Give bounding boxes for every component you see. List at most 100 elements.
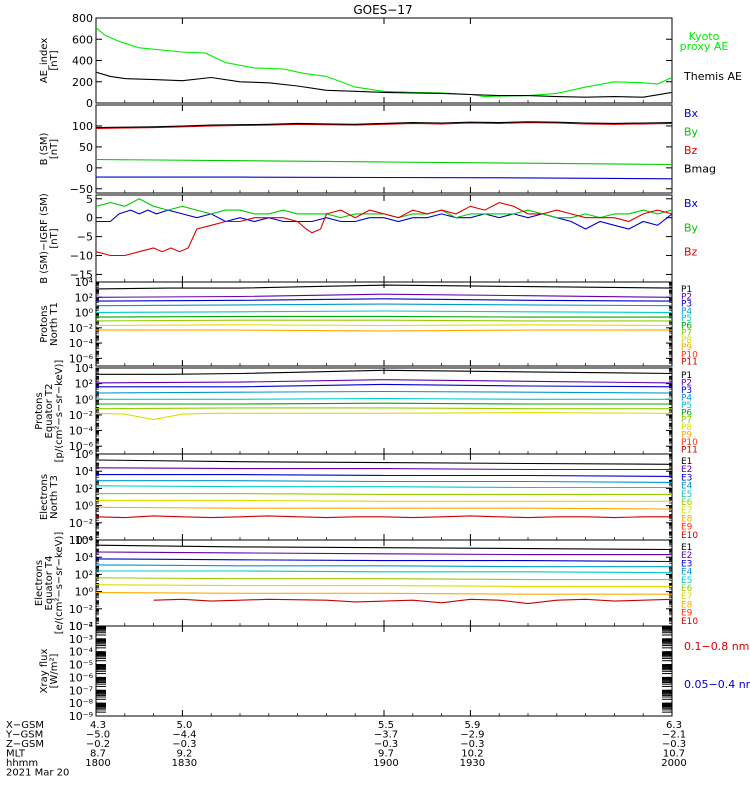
x-table-value: 1800 (85, 758, 110, 769)
series-line-bigrf-bx (96, 209, 672, 230)
series-line-en-e2 (96, 467, 672, 471)
y-tick-label: 10⁴ (75, 551, 94, 564)
series-line-bsm-bx (96, 176, 672, 180)
panel-frame (95, 625, 673, 717)
legend-label: Bz (684, 246, 698, 259)
x-table-value: −0.3 (460, 739, 484, 750)
legend-label: P3 (681, 386, 692, 396)
y-tick-label: 10² (75, 291, 93, 304)
series-line-en-e5 (96, 485, 672, 489)
y-tick-label: 10⁻⁸ (69, 697, 94, 710)
y-tick-label: 10⁻² (69, 603, 93, 616)
legend-label: P9 (681, 431, 692, 441)
y-axis-label: North T3 (49, 475, 60, 519)
y-tick-label: 10⁶ (75, 534, 94, 547)
x-table-value: 5.9 (464, 720, 480, 731)
series-line-ee-e2 (96, 551, 672, 556)
x-table-value: −4.4 (172, 730, 196, 741)
legend-label: E1 (681, 457, 692, 467)
legend-label: P7 (681, 329, 692, 339)
y-tick-label: 10⁻⁴ (69, 620, 94, 633)
y-tick-label: 200 (72, 76, 93, 89)
legend-label: Bz (684, 144, 698, 157)
panel-frame (95, 367, 673, 455)
legend-label: E6 (681, 584, 693, 594)
y-tick-label: 400 (72, 55, 93, 68)
y-tick-label: 10⁴ (75, 276, 94, 289)
y-tick-label: 10⁴ (75, 362, 94, 375)
legend-label: E7 (681, 506, 692, 516)
x-table-row-label: Y−GSM (5, 730, 43, 741)
x-table-value: 4.3 (90, 720, 106, 731)
legend-label: E1 (681, 543, 692, 553)
panel-frame (95, 17, 673, 104)
legend-label: P2 (681, 378, 692, 388)
legend-label: P1 (681, 285, 692, 295)
x-table-value: −0.3 (662, 739, 686, 750)
x-table-value: 9.7 (378, 749, 394, 760)
legend-label: P11 (681, 358, 698, 368)
y-tick-label: 10⁻³ (69, 633, 93, 646)
y-axis-label: Protons (39, 305, 50, 342)
y-tick-label: 10⁻⁷ (69, 684, 93, 697)
y-tick-label: 10⁻⁵ (69, 659, 93, 672)
y-axis-label: [nT] (49, 139, 60, 159)
panel-frame (95, 194, 673, 283)
y-tick-label: 10⁻² (69, 620, 93, 633)
legend-label: P4 (681, 393, 692, 403)
series-line-ee-e4 (96, 564, 672, 568)
series-line-en-e8 (96, 506, 672, 510)
series-line-pe-p3 (96, 383, 672, 388)
x-table-value: 8.7 (90, 749, 106, 760)
x-table-value: −5.0 (86, 730, 110, 741)
series-line-ee-e3 (96, 558, 672, 563)
legend-label: Kyoto (689, 30, 720, 43)
series-line-pe-p7 (96, 407, 672, 410)
series-line-pe-p1 (96, 369, 672, 375)
series-line-pn-p7 (96, 319, 672, 322)
y-tick-label: 10⁰ (75, 586, 94, 599)
series-line-ae-kyoto-proxy-ae (96, 27, 672, 98)
legend-label: Bx (684, 197, 699, 210)
legend-label: P8 (681, 336, 692, 346)
y-tick-label: −10 (70, 250, 93, 263)
legend-label: 0.1−0.8 nm (684, 640, 749, 653)
x-table-row-label: hhmm (6, 758, 38, 769)
y-axis-label: [nT] (49, 50, 60, 70)
y-tick-label: 10² (75, 482, 93, 495)
series-line-en-e3 (96, 474, 672, 477)
legend-label: P6 (681, 321, 692, 331)
legend-label: By (684, 126, 699, 139)
x-table-value: 1900 (373, 758, 398, 769)
y-tick-label: 10⁻⁶ (69, 671, 94, 684)
series-line-pn-p2 (96, 293, 672, 298)
y-axis-label: Protons (34, 392, 45, 429)
panel-pe: 10⁻⁶ 10⁻⁴ 10⁻² 10⁰ 10² 10⁴ Protons Equator T2 [p… (34, 360, 698, 463)
x-table-value: 1930 (460, 758, 485, 769)
y-tick-label: 10⁻⁴ (69, 534, 94, 547)
y-tick-label: −15 (70, 268, 93, 281)
y-tick-label: 10⁻² (69, 322, 93, 335)
x-table-value: 2000 (661, 758, 686, 769)
x-table-value: −0.3 (172, 739, 196, 750)
x-table-row-label: MLT (6, 749, 26, 760)
series-line-ee-e6 (96, 577, 672, 581)
legend-label: E3 (681, 559, 692, 569)
x-table-value: 10.2 (461, 749, 483, 760)
x-table-value: −2.1 (662, 730, 686, 741)
series-line-en-e9 (96, 515, 672, 519)
series-line-bsm-bz (96, 122, 672, 130)
legend-label: P11 (681, 446, 698, 456)
series-line-ae-themis-ae (96, 71, 672, 98)
y-axis-label: [W/m²] (49, 653, 60, 688)
y-tick-label: 600 (72, 33, 93, 46)
legend-label: E8 (681, 600, 693, 610)
y-tick-label: 10⁻² (69, 517, 93, 530)
series-line-pe-p6 (96, 402, 672, 405)
series-line-pn-p9 (96, 329, 672, 332)
legend-label: E8 (681, 514, 693, 524)
y-axis-label: Electrons (39, 474, 50, 520)
